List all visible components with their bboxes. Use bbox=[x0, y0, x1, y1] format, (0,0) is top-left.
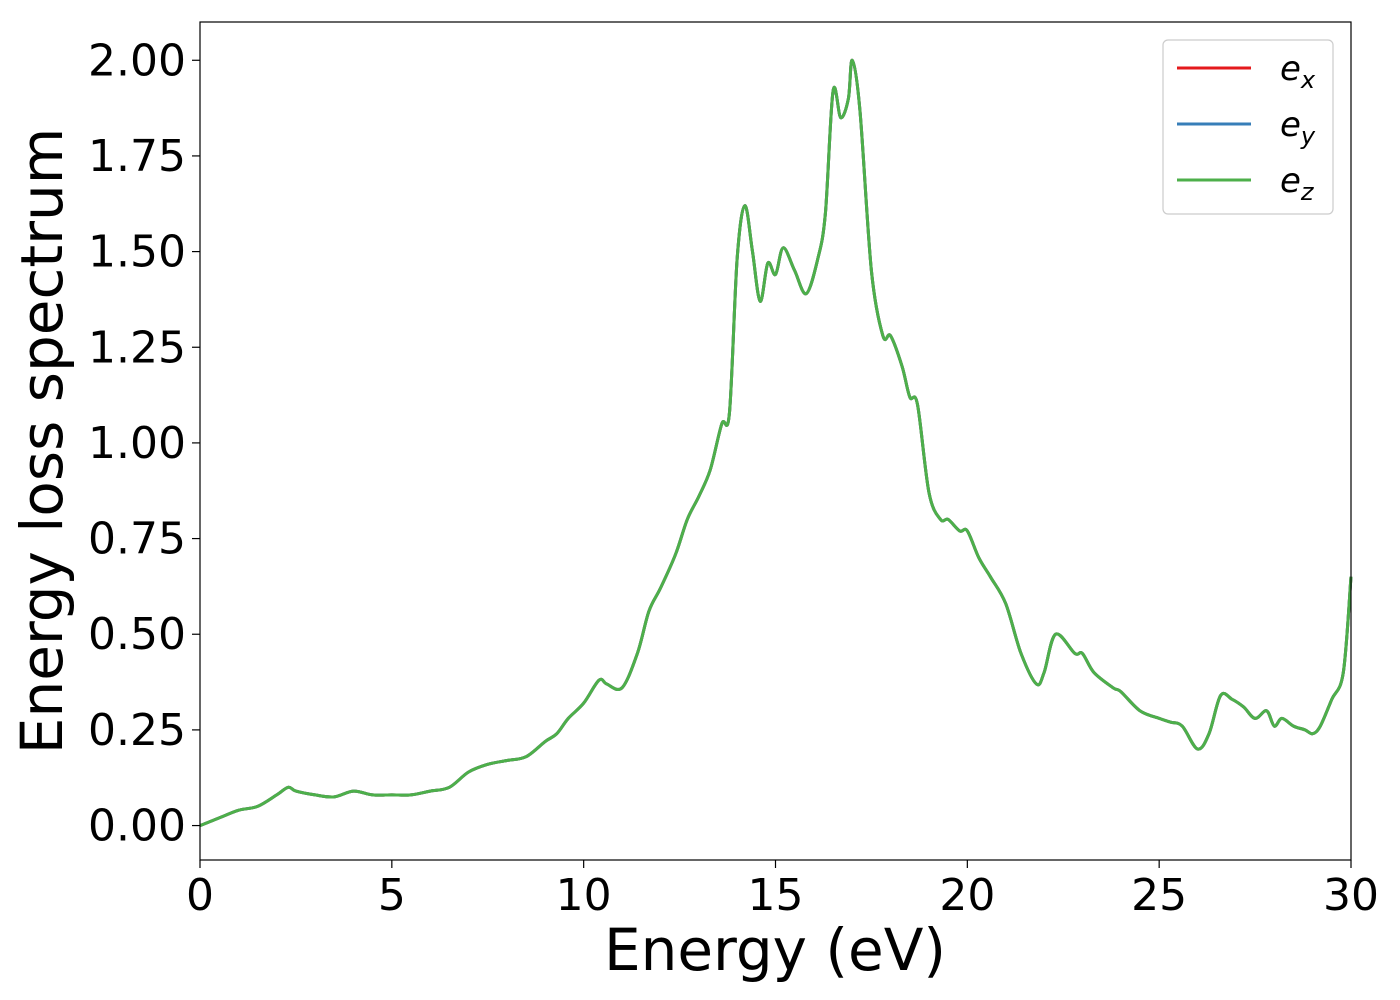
x-tick-label: 0 bbox=[186, 870, 214, 921]
y-axis-label: Energy loss spectrum bbox=[8, 128, 76, 754]
x-axis: 0 5 10 15 20 25 30 bbox=[186, 860, 1379, 921]
y-axis: 0.00 0.25 0.50 0.75 1.00 1.25 1.50 1.75 2.00 bbox=[88, 35, 200, 852]
y-tick-label: 2.00 bbox=[88, 35, 186, 86]
y-tick-label: 1.25 bbox=[88, 322, 186, 373]
y-tick-label: 0.25 bbox=[88, 705, 186, 756]
y-tick-label: 0.00 bbox=[88, 801, 186, 852]
x-axis-label: Energy (eV) bbox=[604, 916, 946, 984]
x-tick-label: 15 bbox=[748, 870, 804, 921]
legend-entry-e-y: ey bbox=[1280, 105, 1316, 150]
series-line-e-z bbox=[199, 58, 1353, 827]
x-tick-label: 5 bbox=[378, 870, 406, 921]
y-tick-label: 1.00 bbox=[88, 418, 186, 469]
x-tick-label: 30 bbox=[1323, 870, 1379, 921]
plot-frame bbox=[199, 21, 1352, 861]
x-tick-label: 20 bbox=[939, 870, 995, 921]
x-tick-label: 25 bbox=[1131, 870, 1187, 921]
y-tick-label: 1.75 bbox=[88, 131, 186, 182]
y-tick-label: 1.50 bbox=[88, 227, 186, 278]
legend-box bbox=[1162, 39, 1334, 215]
y-tick-label: 0.50 bbox=[88, 609, 186, 660]
x-tick-label: 10 bbox=[556, 870, 612, 921]
series-lines bbox=[199, 58, 1353, 827]
y-tick-label: 0.75 bbox=[88, 514, 186, 565]
plot-background bbox=[200, 22, 1351, 860]
